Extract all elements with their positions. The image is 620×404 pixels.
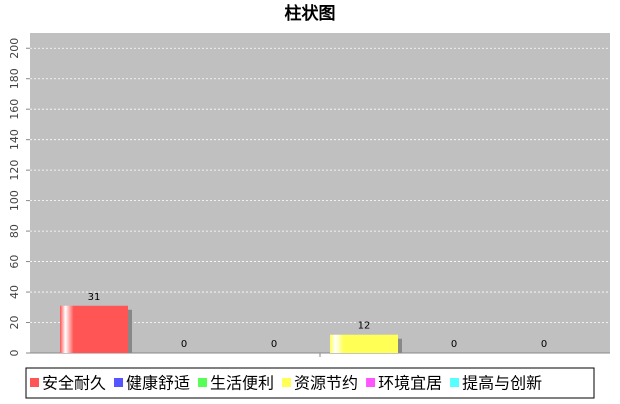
legend-swatch bbox=[114, 378, 124, 387]
legend-swatch bbox=[282, 378, 292, 387]
value-label: 0 bbox=[271, 339, 277, 350]
y-tick-label: 40 bbox=[8, 285, 21, 299]
legend-swatch bbox=[30, 378, 39, 387]
legend-label: 生活便利 bbox=[210, 374, 274, 393]
y-tick-label: 200 bbox=[8, 38, 21, 59]
value-label: 0 bbox=[181, 339, 187, 350]
legend-label: 健康舒适 bbox=[126, 374, 190, 393]
y-tick-label: 180 bbox=[8, 68, 21, 89]
legend-label: 环境宜居 bbox=[378, 374, 442, 393]
legend-swatch bbox=[366, 378, 376, 387]
y-tick-label: 100 bbox=[8, 190, 21, 211]
y-tick-label: 20 bbox=[8, 316, 21, 330]
chart-title: 柱状图 bbox=[285, 3, 336, 24]
legend-swatch bbox=[450, 378, 460, 387]
bar bbox=[330, 334, 398, 353]
legend-label: 提高与创新 bbox=[462, 374, 542, 393]
y-tick-label: 0 bbox=[8, 350, 21, 357]
y-tick-label: 60 bbox=[8, 255, 21, 269]
y-tick-label: 80 bbox=[8, 224, 21, 238]
value-label: 31 bbox=[88, 292, 101, 303]
y-tick-label: 140 bbox=[8, 129, 21, 150]
bar bbox=[60, 305, 128, 353]
legend-label: 资源节约 bbox=[294, 374, 358, 393]
legend-swatch bbox=[198, 378, 208, 387]
y-tick-label: 160 bbox=[8, 99, 21, 120]
value-label: 0 bbox=[541, 339, 547, 350]
value-label: 12 bbox=[358, 321, 371, 332]
y-tick-label: 120 bbox=[8, 160, 21, 181]
legend-label: 安全耐久 bbox=[42, 374, 106, 393]
plot-area bbox=[30, 33, 610, 353]
value-label: 0 bbox=[451, 339, 457, 350]
